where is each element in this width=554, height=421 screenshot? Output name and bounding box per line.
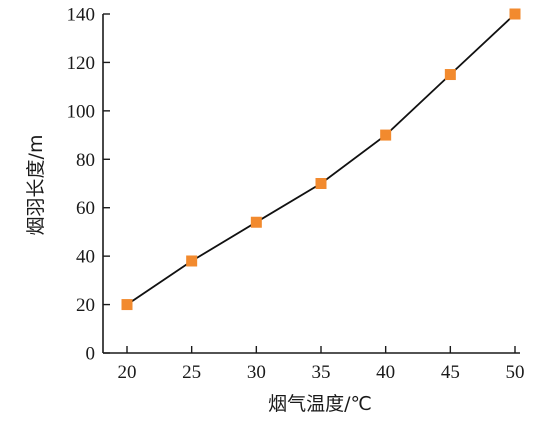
- series-group: [121, 8, 521, 311]
- y-tick-label: 140: [67, 5, 96, 26]
- data-point-marker: [121, 299, 133, 311]
- y-tick-label: 20: [76, 295, 95, 316]
- y-tick-label: 0: [86, 344, 96, 365]
- data-point-marker: [186, 255, 198, 267]
- y-tick-label: 80: [76, 150, 95, 171]
- y-tick-label: 100: [67, 101, 96, 122]
- x-tick-label: 30: [247, 362, 266, 383]
- x-tick-label: 45: [441, 362, 460, 383]
- x-tick-label: 25: [182, 362, 201, 383]
- y-tick-label: 60: [76, 198, 95, 219]
- data-point-marker: [380, 129, 392, 141]
- x-tick-label: 20: [118, 362, 137, 383]
- y-tick-label: 120: [67, 53, 96, 74]
- data-point-marker: [315, 178, 327, 189]
- data-point-marker: [250, 216, 262, 228]
- x-axis-title: 烟气温度/℃: [268, 393, 372, 415]
- x-tick-label: 50: [506, 362, 525, 383]
- data-point-marker: [509, 8, 521, 20]
- y-tick-label: 40: [76, 247, 95, 268]
- series-line: [126, 13, 516, 306]
- axes: [102, 14, 520, 354]
- x-ticks: 20 25 30 35 40 45 50: [118, 346, 525, 383]
- x-tick-label: 40: [376, 362, 395, 383]
- y-ticks: 0 20 40 60 80 100 120 140: [67, 5, 110, 365]
- y-axis-title: 烟羽长度/m: [25, 135, 47, 236]
- x-tick-label: 35: [312, 362, 331, 383]
- data-point-marker: [444, 69, 456, 81]
